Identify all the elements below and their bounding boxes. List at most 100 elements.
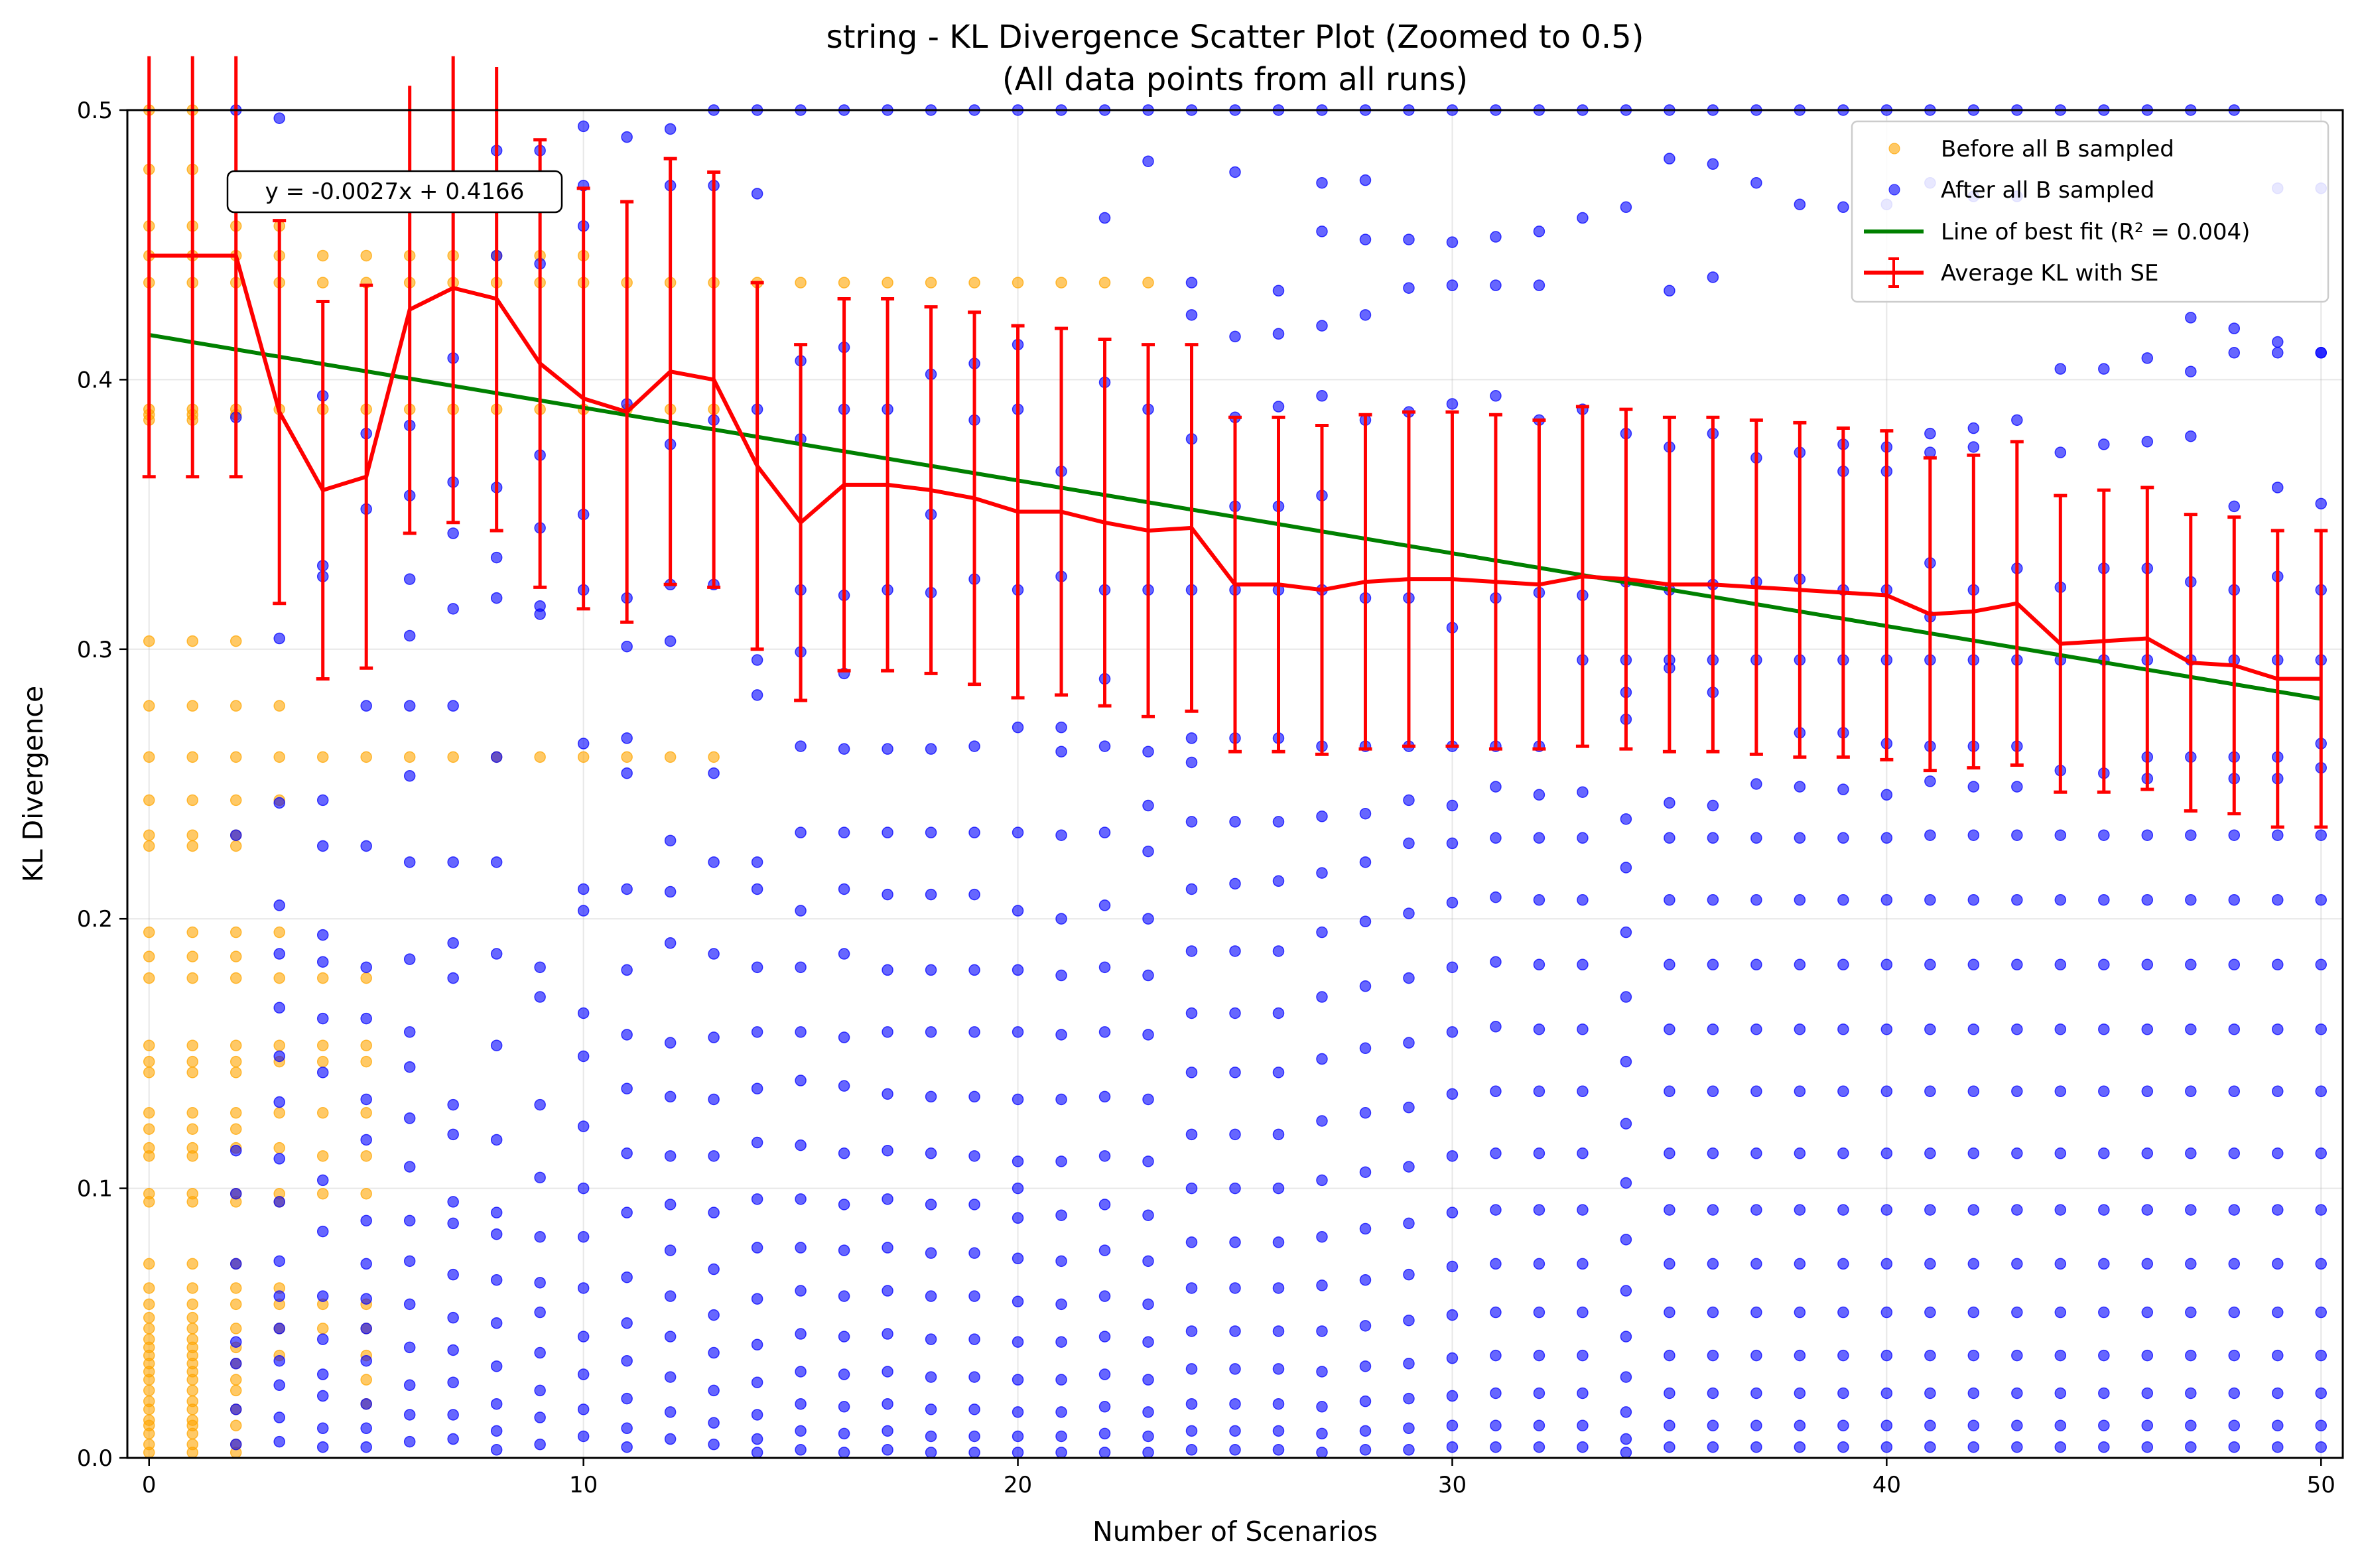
data-point-after	[2054, 1387, 2067, 1400]
data-point-after	[1359, 233, 1372, 245]
data-point-after	[1446, 1309, 1459, 1321]
data-point-after	[621, 131, 633, 143]
data-point-before	[186, 1374, 198, 1386]
data-point-after	[2054, 1349, 2067, 1362]
data-point-after	[577, 738, 590, 750]
data-point-after	[1055, 1255, 1067, 1268]
data-point-after	[1490, 781, 1502, 793]
data-point-after	[2054, 1306, 2067, 1319]
data-point-after	[2011, 1204, 2023, 1216]
data-point-after	[621, 1392, 633, 1405]
data-point-after	[1316, 811, 1328, 822]
data-point-after	[838, 826, 850, 838]
data-point-after	[1185, 756, 1198, 769]
data-point-after	[2272, 894, 2284, 906]
data-point-before	[186, 1298, 198, 1311]
x-tick-label: 40	[1872, 1472, 1901, 1498]
data-point-after	[925, 1199, 937, 1210]
data-point-after	[1967, 1441, 1980, 1453]
data-point-after	[403, 1061, 416, 1073]
data-point-after	[925, 1247, 937, 1259]
data-point-after	[1794, 1387, 1806, 1400]
data-point-before	[143, 1150, 155, 1162]
data-point-after	[1794, 1023, 1806, 1035]
data-point-after	[1533, 1023, 1545, 1035]
data-point-after	[360, 1258, 372, 1270]
data-point-after	[490, 1134, 503, 1146]
data-point-after	[1880, 1147, 1893, 1159]
data-point-after	[621, 1271, 633, 1283]
data-point-after	[1837, 1147, 1849, 1159]
data-point-after	[1924, 1085, 1936, 1098]
data-point-before	[360, 249, 372, 262]
data-point-before	[316, 249, 329, 262]
data-point-after	[621, 1317, 633, 1329]
data-point-after	[664, 1037, 677, 1049]
data-point-after	[708, 1438, 720, 1451]
data-point-after	[447, 1196, 459, 1208]
data-point-after	[1837, 958, 1849, 971]
data-point-after	[1229, 166, 1241, 178]
data-point-after	[1490, 1306, 1502, 1319]
data-point-after	[1185, 1182, 1198, 1195]
data-point-after	[2272, 1349, 2284, 1362]
data-point-after	[1664, 832, 1675, 844]
data-point-after	[1272, 285, 1285, 297]
data-point-before	[143, 794, 155, 807]
data-point-after	[1272, 1325, 1285, 1337]
data-point-after	[1577, 1306, 1589, 1319]
data-point-after	[1272, 945, 1285, 957]
data-point-after	[2272, 1147, 2284, 1159]
data-point-after	[1924, 1204, 1936, 1216]
data-point-after	[2054, 446, 2067, 458]
data-point-after	[2011, 958, 2023, 971]
data-point-before	[143, 1311, 155, 1324]
data-point-after	[708, 1384, 720, 1397]
data-point-after	[751, 188, 763, 200]
data-point-after	[1403, 794, 1415, 807]
data-point-after	[1577, 1258, 1589, 1270]
data-point-after	[1967, 1419, 1980, 1431]
data-point-before	[1055, 277, 1067, 289]
data-point-after	[795, 1075, 807, 1086]
y-tick-label: 0.1	[77, 1176, 113, 1203]
y-tick-label: 0.5	[77, 98, 113, 124]
data-point-after	[1403, 1422, 1415, 1435]
data-point-after	[1098, 1368, 1111, 1380]
data-point-after	[882, 1425, 893, 1437]
data-point-after	[273, 1411, 285, 1423]
data-point-after	[795, 1444, 807, 1456]
data-point-after	[1055, 1447, 1067, 1459]
data-point-after	[2185, 1085, 2197, 1098]
data-point-after	[2011, 894, 2023, 906]
x-tick-label: 0	[142, 1472, 157, 1498]
data-point-before	[273, 1039, 285, 1051]
data-point-after	[1359, 1425, 1372, 1437]
data-point-after	[1967, 1349, 1980, 1362]
data-point-after	[2228, 1441, 2241, 1453]
data-point-after	[490, 1274, 503, 1286]
data-point-after	[1272, 1128, 1285, 1141]
data-point-after	[2054, 829, 2067, 841]
data-point-before	[273, 1107, 285, 1119]
data-point-after	[2315, 1349, 2328, 1362]
data-point-after	[1055, 1430, 1067, 1443]
data-point-after	[1664, 1306, 1675, 1319]
data-point-after	[1316, 176, 1328, 189]
data-point-after	[882, 888, 893, 901]
data-point-after	[1359, 1166, 1372, 1178]
data-point-after	[1098, 826, 1111, 838]
data-point-after	[2272, 482, 2284, 493]
data-point-after	[447, 603, 459, 615]
data-point-after	[751, 1447, 763, 1459]
fit-equation: y = -0.0027x + 0.4166	[265, 178, 525, 205]
data-point-after	[1880, 1387, 1893, 1400]
data-point-after	[1229, 1282, 1241, 1294]
data-point-before	[316, 1039, 329, 1051]
data-point-after	[882, 1285, 893, 1297]
data-point-after	[1229, 1236, 1241, 1248]
data-point-after	[447, 1433, 459, 1445]
data-point-after	[1490, 1021, 1502, 1033]
data-point-after	[1272, 816, 1285, 828]
